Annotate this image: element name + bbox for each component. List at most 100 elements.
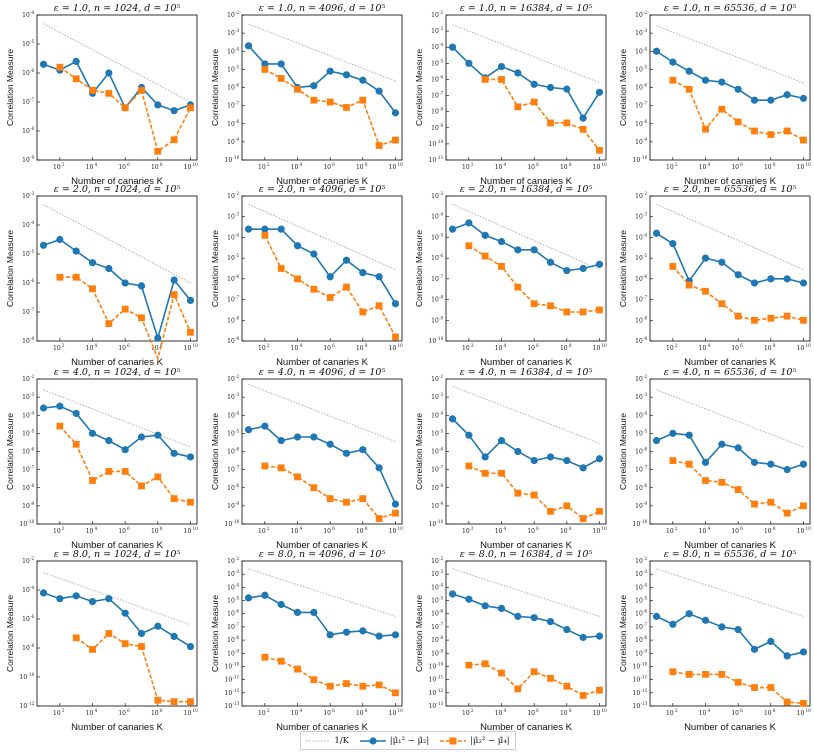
x-tick-label-base: 10 — [731, 164, 739, 171]
x-tick-label: 10 8 — [151, 343, 163, 352]
y-tick-label-base: 10 — [635, 139, 643, 146]
y-tick-label: 10 -4 — [431, 42, 443, 51]
x-tick-label: 10 2 — [666, 526, 678, 535]
y-tick-label-exp: -5 — [643, 428, 647, 433]
x-tick-label-base: 10 — [86, 710, 94, 717]
x-tick-label-exp: 4 — [300, 162, 303, 167]
x-tick-label-base: 10 — [797, 528, 805, 535]
figure: ε = 1.0, n = 1024, d = 10⁵ Number of cana… — [5, 3, 811, 730]
data-point-orange — [702, 670, 709, 678]
y-tick-label: 10 -5 — [635, 596, 647, 605]
data-point-orange — [170, 291, 178, 298]
y-tick-label-exp: -4 — [235, 46, 239, 51]
data-point-blue — [734, 625, 742, 634]
y-tick-label: 10 -10 — [429, 139, 444, 148]
data-point-blue — [277, 600, 285, 609]
y-tick-label-base: 10 — [227, 139, 235, 146]
y-tick-label-base: 10 — [635, 317, 643, 324]
data-point-blue — [701, 254, 710, 262]
y-tick-label-exp: -11 — [437, 155, 444, 160]
y-tick-label: 10 -2 — [227, 374, 239, 383]
data-point-orange — [685, 460, 693, 468]
x-tick-label-exp: 10 — [601, 343, 607, 348]
y-tick-label: 10 -2 — [22, 374, 34, 383]
y-tick-label-base: 10 — [22, 128, 30, 135]
y-tick-label-exp: -12 — [641, 688, 648, 693]
x-tick-label: 10 4 — [86, 162, 98, 171]
reference-line-inv-k — [248, 203, 396, 270]
x-tick-label-base: 10 — [527, 710, 535, 717]
x-tick-label-exp: 2 — [675, 162, 678, 167]
y-tick-label: 10 -4 — [431, 582, 443, 591]
y-tick-label: 10 -8 — [22, 643, 34, 652]
y-tick-label-base: 10 — [431, 624, 439, 631]
series-line-blue — [43, 592, 191, 648]
y-tick-label-base: 10 — [22, 449, 30, 456]
data-point-blue — [293, 608, 302, 617]
data-point-blue — [186, 453, 195, 461]
data-point-blue — [718, 78, 726, 86]
data-point-orange — [718, 670, 726, 678]
x-axis-label: Number of canaries K — [684, 722, 777, 730]
y-tick-label-base: 10 — [227, 214, 235, 221]
y-tick-label-exp: -2 — [30, 374, 34, 379]
y-tick-label-exp: -4 — [643, 410, 647, 415]
y-tick-label: 10 -9 — [227, 648, 239, 657]
chart-panel: ε = 4.0, n = 65536, d = 10⁵ Number of can… — [618, 367, 811, 551]
y-tick-label-exp: -9 — [235, 336, 239, 341]
y-tick-label-exp: -6 — [30, 614, 34, 619]
data-point-orange — [702, 125, 709, 133]
data-point-orange — [187, 328, 194, 336]
y-tick-label-exp: -2 — [643, 10, 647, 15]
y-tick-label-exp: -3 — [643, 28, 647, 33]
chart-panel: ε = 2.0, n = 65536, d = 10⁵ Number of can… — [618, 184, 811, 368]
x-tick-label-exp: 4 — [708, 343, 711, 348]
y-tick-label: 10 -3 — [227, 392, 239, 401]
y-tick-label-exp: -2 — [643, 556, 647, 561]
y-tick-label: 10 -8 — [431, 483, 443, 492]
data-point-orange — [596, 306, 603, 314]
y-axis-label: Correlation Measure — [210, 49, 220, 126]
y-tick-label-exp: -8 — [30, 126, 34, 131]
data-point-orange — [783, 312, 791, 320]
x-tick-label: 10 2 — [53, 708, 65, 717]
x-tick-label-exp: 8 — [569, 526, 572, 531]
y-tick-label-base: 10 — [227, 193, 235, 200]
data-point-blue — [546, 258, 555, 266]
x-tick-label-exp: 4 — [95, 343, 98, 348]
axes-frame — [445, 14, 607, 161]
y-tick-label-base: 10 — [633, 663, 641, 670]
y-tick-label: 10 -11 — [429, 155, 444, 164]
data-point-blue — [154, 334, 162, 342]
data-point-blue — [359, 446, 367, 454]
legend-item-inv-k: 1/K — [306, 736, 349, 746]
x-tick-label-base: 10 — [258, 528, 266, 535]
x-tick-label-base: 10 — [258, 345, 266, 352]
y-tick-label-exp: -3 — [235, 212, 239, 217]
x-tick-label-base: 10 — [764, 164, 772, 171]
y-tick-label: 10 -12 — [429, 688, 444, 697]
x-tick-label-exp: 8 — [365, 526, 368, 531]
x-tick-label-exp: 10 — [192, 162, 198, 167]
y-tick-label-base: 10 — [429, 338, 437, 345]
y-tick-label-exp: -6 — [643, 274, 647, 279]
data-point-blue — [39, 241, 48, 249]
data-point-orange — [375, 681, 383, 689]
x-tick-label-base: 10 — [593, 528, 601, 535]
y-tick-label-base: 10 — [225, 663, 233, 670]
x-tick-label-exp: 8 — [365, 343, 368, 348]
reference-line-inv-k — [43, 23, 191, 103]
x-tick-label-base: 10 — [258, 710, 266, 717]
y-tick-label-base: 10 — [227, 85, 235, 92]
y-tick-label-base: 10 — [227, 412, 235, 419]
y-tick-label-base: 10 — [635, 485, 643, 492]
y-tick-label-exp: -5 — [643, 64, 647, 69]
y-tick-label: 10 -6 — [22, 68, 34, 77]
y-tick-label-exp: -10 — [437, 519, 444, 524]
series-line-blue — [248, 228, 397, 305]
x-axis-label: Number of canaries K — [684, 540, 777, 551]
x-tick-label: 10 8 — [356, 708, 368, 717]
x-tick-label: 10 4 — [495, 343, 507, 352]
x-tick-label: 10 10 — [797, 708, 811, 717]
data-point-blue — [718, 440, 726, 448]
